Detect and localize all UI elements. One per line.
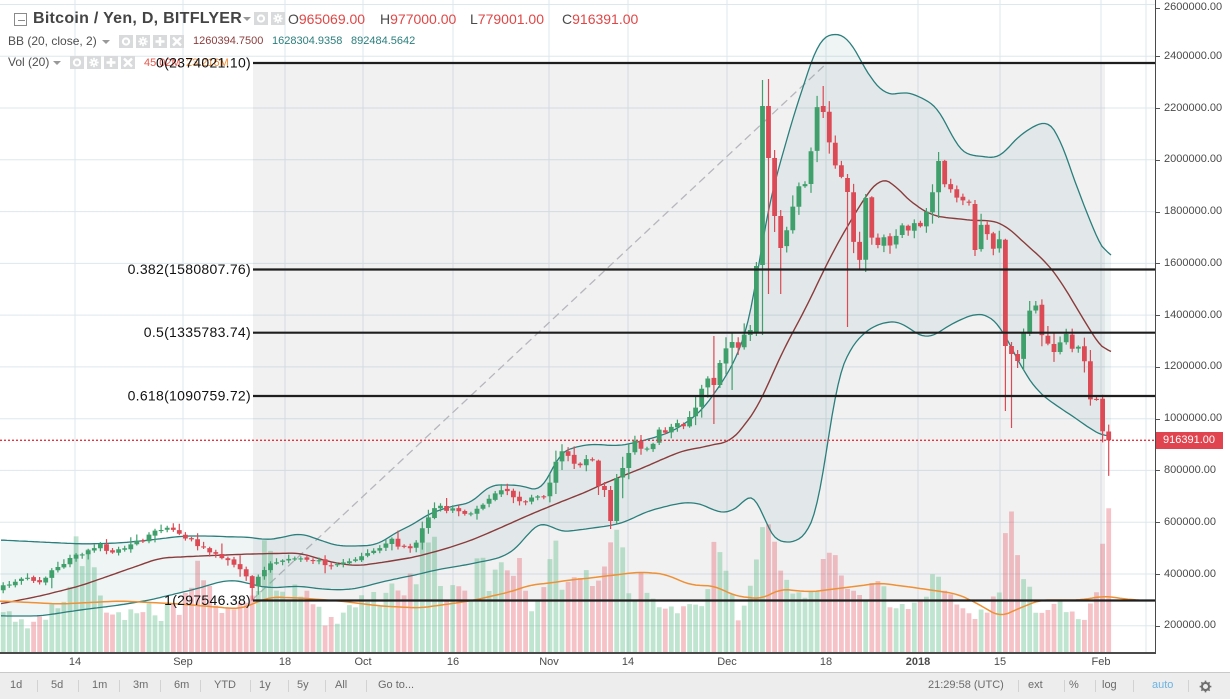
svg-text:0.382(1580807.76): 0.382(1580807.76) bbox=[128, 261, 251, 277]
svg-text:0.618(1090759.72): 0.618(1090759.72) bbox=[128, 388, 251, 404]
svg-text:0(2374021.10): 0(2374021.10) bbox=[156, 55, 251, 71]
svg-text:45.02M: 45.02M bbox=[144, 57, 181, 69]
svg-text:23.216M: 23.216M bbox=[186, 57, 229, 69]
svg-text:0.5(1335783.74): 0.5(1335783.74) bbox=[144, 324, 251, 340]
svg-text:1(297546.38): 1(297546.38) bbox=[164, 592, 251, 608]
